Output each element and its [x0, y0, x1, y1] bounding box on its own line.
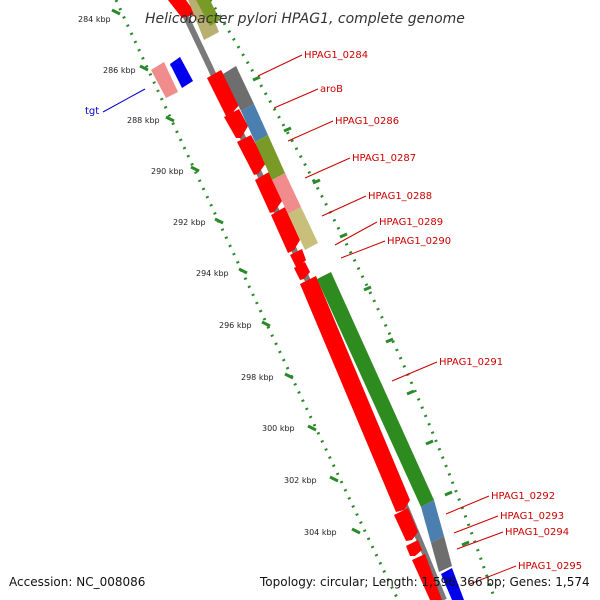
gene-hpag1-0284-block	[207, 70, 240, 116]
inner-ruler-ticks	[252, 75, 470, 547]
accession-text: Accession: NC_008086	[9, 575, 145, 589]
forward-strand-genes[interactable]	[188, 0, 464, 600]
gene-hpag1-0291-red	[300, 276, 410, 512]
gene-hpag1-0287-block	[255, 172, 282, 213]
label-hpag1-0286[interactable]: HPAG1_0286	[335, 116, 399, 127]
ruler-label-300: 300 kbp	[262, 424, 295, 433]
gene-hpag1-0291-green	[317, 272, 434, 507]
label-hpag1-0295[interactable]: HPAG1_0295	[518, 561, 582, 572]
gene-hpag1-0288-block	[271, 207, 300, 253]
ruler-label-298: 298 kbp	[241, 373, 274, 382]
gene-hpag1-0290-block	[290, 249, 306, 267]
gene-hpag1-0288-khaki	[288, 207, 318, 250]
gene-hpag1-0295-blue	[441, 568, 464, 600]
label-arob[interactable]: aroB	[320, 84, 343, 95]
map-title: Helicobacter pylori HPAG1, complete geno…	[145, 11, 465, 27]
gene-grey-top	[196, 0, 220, 26]
gene-arob-steel	[241, 104, 268, 142]
ruler-label-302: 302 kbp	[284, 476, 317, 485]
gene-tgt-blue-arrow	[170, 57, 184, 70]
gene-hpag1-0292-steel	[421, 500, 444, 543]
ruler-label-288: 288 kbp	[127, 116, 160, 125]
ruler-label-292: 292 kbp	[173, 218, 206, 227]
label-leaders	[257, 54, 517, 585]
topology-text: Topology: circular; Length: 1,596,366 bp…	[259, 575, 590, 589]
label-hpag1-0294[interactable]: HPAG1_0294	[505, 527, 569, 538]
ruler-label-294: 294 kbp	[196, 269, 229, 278]
gene-hpag1-0294-red	[412, 554, 442, 600]
ruler-label-296: 296 kbp	[219, 321, 252, 330]
label-tgt[interactable]: tgt	[85, 106, 99, 117]
label-hpag1-0292[interactable]: HPAG1_0292	[491, 491, 555, 502]
gene-tgt-pink	[151, 62, 178, 98]
ruler-label-304: 304 kbp	[304, 528, 337, 537]
ruler-label-284: 284 kbp	[78, 15, 111, 24]
label-hpag1-0293[interactable]: HPAG1_0293	[500, 511, 564, 522]
gene-khaki-top	[188, 0, 219, 40]
label-hpag1-0284[interactable]: HPAG1_0284	[304, 50, 368, 61]
ruler-label-290: 290 kbp	[151, 167, 184, 176]
label-hpag1-0287[interactable]: HPAG1_0287	[352, 153, 416, 164]
gene-hpag1-0284-grey	[223, 66, 254, 111]
gene-red-top	[168, 0, 196, 18]
ruler-label-286: 286 kbp	[103, 66, 136, 75]
gene-hpag1-0287-pink	[272, 173, 301, 214]
gene-hpag1-0293-grey	[431, 536, 452, 572]
label-hpag1-0289[interactable]: HPAG1_0289	[379, 217, 443, 228]
gene-hpag1-0286-block	[237, 135, 266, 175]
label-hpag1-0290[interactable]: HPAG1_0290	[387, 236, 451, 247]
gene-hpag1-0286-olive	[255, 135, 285, 180]
outer-dotted-ruler	[114, 0, 400, 600]
reverse-strand-genes[interactable]	[168, 0, 442, 600]
label-hpag1-0291[interactable]: HPAG1_0291	[439, 357, 503, 368]
gene-small-red	[294, 262, 310, 280]
outer-ring-genes[interactable]	[151, 57, 193, 98]
tgt-leader	[102, 88, 146, 113]
ruler-ticks	[111, 8, 361, 535]
gene-arob-block	[224, 109, 248, 138]
gene-hpag1-0293-red	[406, 540, 422, 556]
label-hpag1-0288[interactable]: HPAG1_0288	[368, 191, 432, 202]
gene-hpag1-0292-red	[394, 508, 418, 541]
inner-dotted-ruler	[208, 0, 497, 600]
